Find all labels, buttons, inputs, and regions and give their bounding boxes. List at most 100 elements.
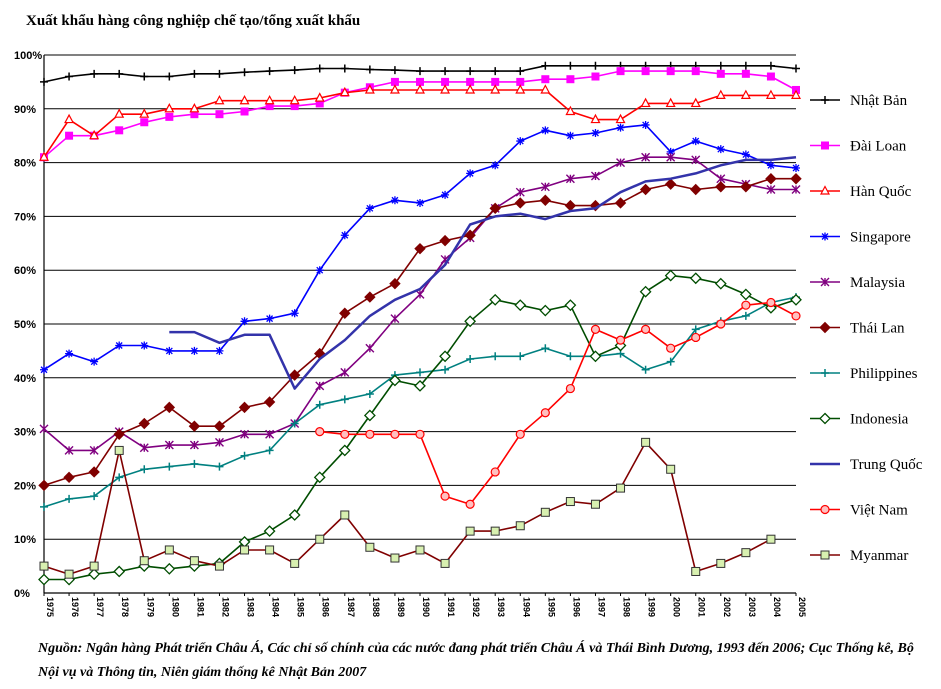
data-point	[240, 451, 249, 460]
data-point	[766, 185, 776, 194]
x-tick-label: 2002	[722, 597, 732, 617]
legend-item: Indonesia	[810, 412, 909, 428]
data-point	[440, 558, 450, 568]
legend: Nhật Bản Đài Loan Hàn Quốc Singapore Malaysi…	[810, 93, 923, 564]
data-point	[640, 324, 651, 334]
data-point	[465, 526, 475, 536]
data-point	[741, 548, 751, 558]
legend-item: Đài Loan	[810, 139, 907, 155]
data-point	[164, 440, 174, 450]
y-tick-label: 70%	[14, 211, 36, 223]
data-point	[716, 69, 725, 78]
data-point	[340, 429, 350, 439]
x-tick-label: 2003	[747, 597, 757, 617]
data-point	[490, 526, 500, 536]
data-point	[666, 147, 675, 156]
data-point	[540, 84, 551, 94]
data-point	[616, 483, 626, 493]
data-point	[415, 289, 425, 299]
data-point	[315, 381, 325, 391]
legend-item: Singapore	[810, 230, 911, 246]
data-point	[590, 499, 600, 509]
data-point	[539, 194, 552, 206]
data-point	[639, 285, 652, 298]
data-point	[290, 419, 299, 428]
series-8	[169, 155, 797, 390]
data-point	[765, 89, 776, 99]
data-point	[565, 105, 576, 116]
x-tick-label: 1997	[596, 597, 606, 617]
data-point	[741, 150, 750, 159]
data-point	[339, 86, 350, 97]
legend-label: Thái Lan	[850, 321, 905, 337]
x-tick-label: 1987	[346, 597, 356, 617]
data-point	[389, 84, 400, 94]
data-point	[115, 473, 124, 482]
data-point	[641, 67, 650, 76]
legend-item: Myanmar	[810, 548, 908, 564]
data-point	[666, 343, 676, 353]
data-point	[289, 94, 300, 105]
data-point	[240, 317, 249, 326]
data-point	[340, 367, 350, 377]
data-point	[416, 67, 424, 76]
x-tick-label: 1994	[521, 597, 531, 617]
legend-label: Myanmar	[850, 548, 908, 564]
data-point	[339, 307, 351, 319]
data-point	[666, 152, 676, 162]
data-point	[163, 401, 176, 414]
data-point	[565, 497, 575, 507]
data-point	[541, 75, 550, 84]
data-point	[365, 429, 375, 439]
data-point	[165, 72, 174, 81]
data-point	[739, 288, 752, 301]
data-point	[89, 561, 99, 571]
x-tick-label: 1982	[220, 597, 230, 617]
data-point	[389, 277, 401, 290]
y-tick-label: 10%	[14, 534, 36, 546]
data-point	[213, 420, 226, 432]
data-point	[666, 357, 675, 366]
data-point	[164, 103, 175, 113]
data-point	[40, 502, 48, 511]
data-point	[541, 126, 550, 135]
data-point	[766, 161, 775, 170]
data-point	[390, 314, 400, 324]
series-line	[319, 301, 797, 505]
y-tick-label: 100%	[14, 50, 42, 62]
data-point	[415, 545, 425, 555]
series-1	[40, 67, 800, 162]
data-point	[589, 350, 602, 363]
series-line	[169, 155, 797, 390]
data-point	[239, 94, 250, 105]
data-point	[315, 534, 325, 544]
data-point	[115, 69, 124, 78]
data-point	[189, 440, 199, 450]
x-tick-label: 1990	[421, 597, 431, 617]
data-point	[290, 558, 300, 568]
data-point	[591, 129, 600, 138]
legend-label: Indonesia	[850, 412, 909, 428]
data-point	[791, 311, 801, 321]
data-point	[514, 197, 526, 209]
data-point	[440, 84, 451, 94]
legend-marker	[819, 321, 831, 334]
data-point	[616, 67, 625, 76]
data-point	[238, 401, 251, 414]
x-tick-label: 1992	[471, 597, 481, 617]
data-point	[65, 72, 74, 81]
data-point	[591, 72, 600, 81]
data-point	[590, 171, 600, 181]
x-tick-label: 1999	[647, 597, 657, 617]
data-point	[691, 137, 700, 146]
legend-marker	[820, 504, 830, 515]
data-point	[566, 131, 575, 140]
data-point	[741, 300, 751, 310]
data-point	[40, 365, 48, 374]
data-point	[516, 352, 525, 361]
series-10	[39, 437, 776, 579]
grid-lines	[44, 54, 796, 540]
data-point	[766, 534, 776, 544]
data-point	[140, 118, 149, 127]
